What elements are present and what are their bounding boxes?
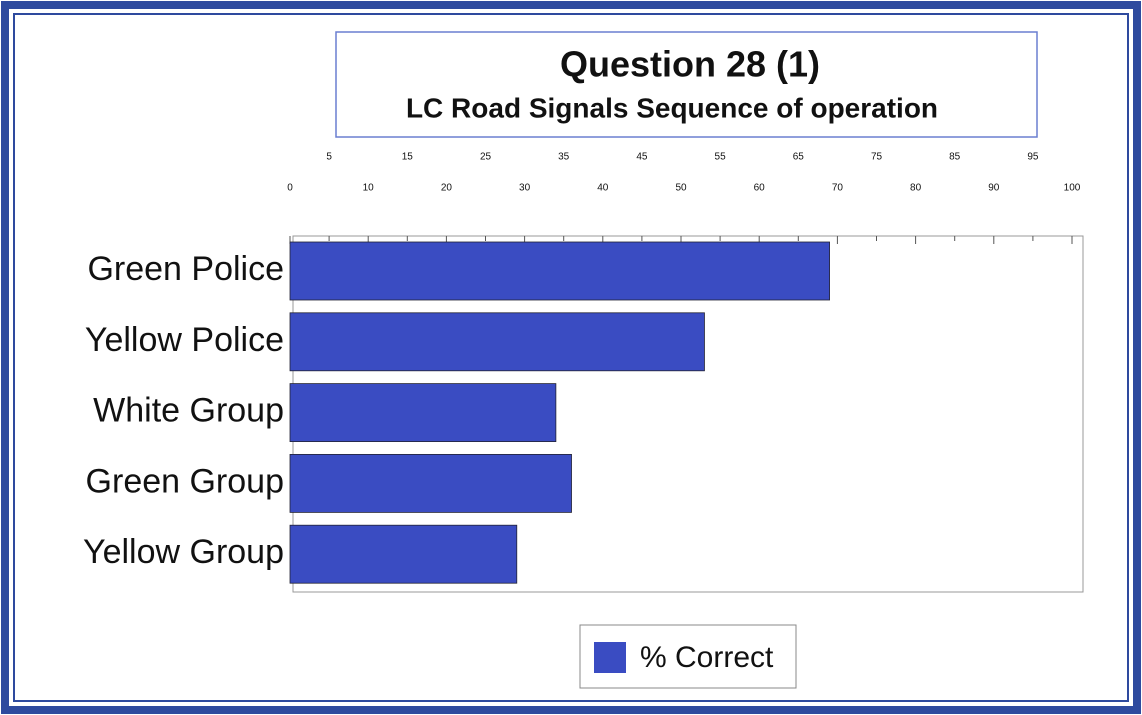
inner-frame [13, 13, 1129, 702]
x-tick-label: 55 [715, 152, 727, 163]
bar [289, 383, 557, 443]
x-tick-label: 70 [832, 183, 844, 194]
x-tick-label: 5 [326, 152, 332, 163]
x-tick-label: 50 [675, 183, 687, 194]
x-tick-label: 10 [363, 183, 375, 194]
chart-subtitle: LC Road Signals Sequence of operation [406, 92, 938, 123]
x-tick-label: 30 [519, 183, 531, 194]
x-tick-label: 90 [988, 183, 1000, 194]
x-tick-label: 0 [287, 183, 293, 194]
y-tick-label: Green Group [86, 462, 284, 500]
x-tick-label: 25 [480, 152, 492, 163]
chart-title: Question 28 (1) [560, 44, 820, 85]
x-tick-label: 100 [1064, 183, 1081, 194]
title-box [335, 31, 1038, 138]
legend-label: % Correct [640, 641, 774, 674]
x-tick-label: 40 [597, 183, 609, 194]
x-tick-label: 95 [1027, 152, 1039, 163]
x-tick-label: 15 [402, 152, 414, 163]
bar [289, 312, 705, 372]
legend-swatch [594, 642, 626, 673]
x-tick-label: 45 [636, 152, 648, 163]
x-tick-label: 20 [441, 183, 453, 194]
x-tick-label: 75 [871, 152, 883, 163]
y-tick-label: Yellow Police [85, 321, 284, 359]
y-tick-label: Yellow Group [83, 533, 284, 571]
x-tick-label: 35 [558, 152, 570, 163]
bar [289, 453, 572, 513]
x-tick-label: 85 [949, 152, 961, 163]
x-tick-label: 60 [754, 183, 766, 194]
x-tick-label: 65 [793, 152, 805, 163]
x-tick-label: 80 [910, 183, 922, 194]
y-tick-label: White Group [93, 392, 284, 430]
bar [289, 524, 518, 584]
bar [289, 241, 830, 301]
y-tick-label: Green Police [87, 250, 284, 288]
